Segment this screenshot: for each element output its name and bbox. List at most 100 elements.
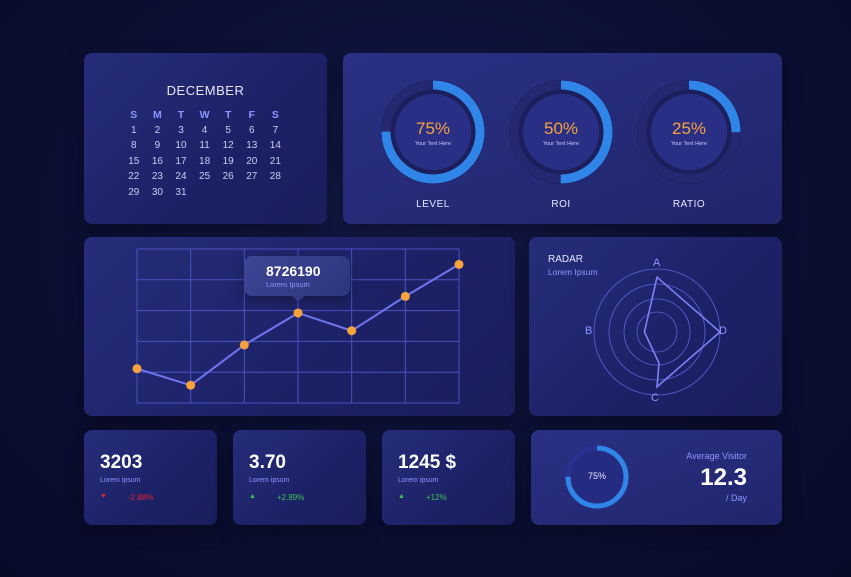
tooltip-subtitle: Lorem Ipsum	[266, 280, 310, 289]
calendar-weekday: W	[199, 109, 210, 121]
line-chart-panel: 8726190 Lorem Ipsum	[84, 237, 515, 416]
arrow-up-icon: ▲	[249, 493, 256, 500]
stat-value: 3.70	[249, 452, 286, 473]
stat-value: 3203	[100, 452, 143, 473]
data-point	[347, 326, 357, 336]
calendar-day[interactable]: 22	[128, 171, 140, 182]
calendar-day[interactable]: 30	[151, 186, 163, 198]
gauge-label: ROI	[551, 199, 571, 210]
calendar-day[interactable]: 10	[175, 140, 187, 151]
calendar-day	[240, 187, 264, 203]
radar-ring	[593, 268, 721, 396]
gauge-inner-disc	[395, 94, 471, 170]
gauge-ring	[381, 80, 485, 184]
data-point	[239, 340, 249, 350]
radar-axis-b: B	[585, 325, 593, 337]
stat-change: -2.88%	[128, 493, 154, 502]
calendar-day[interactable]: 20	[246, 155, 258, 167]
calendar-day[interactable]: 18	[199, 155, 211, 167]
calendar-day[interactable]: 7	[272, 124, 279, 136]
calendar-day[interactable]: 14	[269, 140, 281, 151]
calendar-day[interactable]: 23	[151, 171, 163, 182]
radar-ring	[608, 283, 706, 381]
calendar-weekday: S	[130, 109, 138, 121]
visitor-value: 12.3	[700, 464, 747, 491]
stat-subtitle: Lorem ipsum	[249, 477, 290, 484]
visitor-title: Average Visitor	[686, 451, 747, 461]
calendar-day[interactable]: 11	[199, 140, 210, 151]
gauge-inner-disc	[523, 94, 599, 170]
calendar-week-row: 1 2 3 4 5 6 7	[122, 125, 287, 141]
calendar-day	[193, 187, 217, 203]
tooltip-value: 8726190	[266, 263, 321, 279]
data-point	[186, 380, 196, 390]
calendar-day[interactable]: 17	[175, 155, 187, 167]
calendar-day[interactable]: 27	[246, 171, 258, 182]
calendar-weekday: T	[224, 109, 232, 121]
calendar-day	[264, 187, 288, 203]
calendar-day	[216, 187, 240, 203]
calendar-week-row: 15 16 17 18 19 20 21	[122, 156, 287, 172]
calendar-day[interactable]: 19	[222, 155, 234, 167]
arrow-down-icon: ▼	[100, 493, 107, 500]
radar-subtitle: Lorem Ipsum	[548, 267, 598, 277]
calendar-day[interactable]: 3	[178, 124, 184, 136]
calendar-day[interactable]: 6	[248, 124, 255, 136]
calendar-day[interactable]: 21	[269, 155, 281, 167]
gauge-arc	[637, 80, 741, 184]
gauge-value: 50%	[543, 119, 579, 138]
calendar-day[interactable]: 1	[131, 124, 137, 136]
gauge-arc	[509, 80, 613, 184]
visitor-inner-disc	[571, 451, 623, 503]
calendar-day[interactable]: 31	[175, 186, 187, 198]
radar-ring	[636, 311, 678, 353]
calendar-day[interactable]: 24	[175, 171, 187, 182]
calendar-week-row: 29 30 31	[122, 187, 287, 203]
radar-shape	[643, 275, 722, 389]
calendar-day[interactable]: 29	[128, 186, 140, 198]
gauge-level: 75% Your Text Here	[378, 77, 488, 187]
calendar-day[interactable]: 8	[131, 140, 137, 151]
stat-card-1: 3203 Lorem ipsum ▼ -2.88%	[84, 430, 217, 525]
visitor-card: 75% Average Visitor 12.3 / Day	[531, 430, 782, 525]
radar-ring	[623, 298, 691, 366]
gauge-ring	[509, 80, 613, 184]
calendar-day[interactable]: 5	[225, 124, 231, 136]
data-point	[132, 364, 142, 374]
calendar-weekday: S	[271, 109, 279, 121]
calendar-month: DECEMBER	[166, 83, 245, 98]
stat-change: +2.89%	[277, 493, 305, 502]
arrow-up-icon: ▲	[398, 493, 405, 500]
calendar-weekday: T	[177, 109, 185, 121]
calendar-day[interactable]: 12	[222, 140, 234, 151]
calendar-day[interactable]: 28	[269, 171, 281, 182]
radar-axis-c: C	[651, 392, 659, 404]
stat-card-2: 3.70 Lorem ipsum ▲ +2.89%	[233, 430, 366, 525]
gauge-subtitle: Your Text Here	[670, 141, 708, 147]
calendar-weekday: M	[153, 109, 162, 121]
radar-axis-d: D	[719, 325, 727, 337]
calendar-day[interactable]: 9	[154, 140, 161, 151]
calendar-day[interactable]: 15	[128, 155, 140, 167]
radar-chart	[593, 268, 722, 396]
calendar-day[interactable]: 4	[201, 124, 208, 136]
stat-subtitle: Lorem ipsum	[398, 477, 439, 484]
visitor-ring	[565, 445, 629, 509]
gauge-value: 25%	[671, 119, 707, 138]
gauge-arc	[381, 80, 485, 184]
calendar-week-row: 22 23 24 25 26 27 28	[122, 171, 287, 187]
stat-card-3: 1245 $ Lorem ipsum ▲ +12%	[382, 430, 515, 525]
radar-title: RADAR	[548, 254, 584, 265]
calendar-day[interactable]: 2	[154, 124, 161, 136]
stat-value: 1245 $	[398, 452, 457, 473]
gauge-roi: 50% Your Text Here	[506, 77, 616, 187]
calendar-week-row: 8 9 10 11 12 13 14	[122, 140, 287, 156]
calendar-day[interactable]: 13	[246, 140, 258, 151]
calendar-day[interactable]: 25	[199, 171, 211, 182]
calendar-day[interactable]: 26	[222, 171, 234, 182]
gauge-ratio: 25% Your Text Here	[634, 77, 744, 187]
calendar-day[interactable]: 16	[151, 155, 163, 167]
stat-change: +12%	[426, 493, 447, 502]
gauge-ring	[637, 80, 741, 184]
